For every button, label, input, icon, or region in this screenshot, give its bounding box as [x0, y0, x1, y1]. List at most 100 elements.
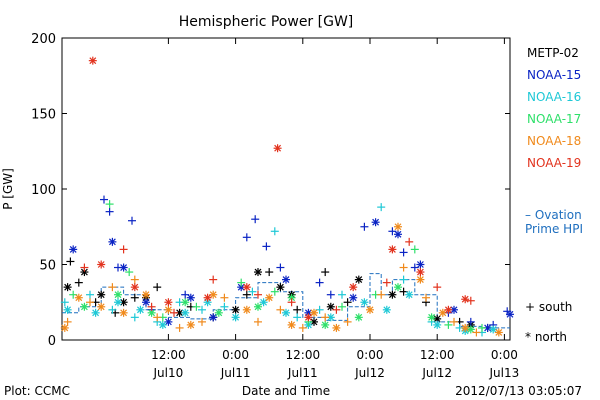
y-tick-label: 100: [31, 183, 56, 198]
plot-frame: [61, 37, 511, 341]
series-legend: METP-02 NOAA-15 NOAA-16 NOAA-17 NOAA-18 NOAA-…: [527, 46, 581, 170]
point-south: [332, 305, 341, 314]
point-south: [74, 278, 83, 287]
y-tick-label: 50: [39, 259, 56, 274]
footer-timestamp: 2012/07/13 03:05:07: [455, 384, 582, 398]
symbol-legend-entry: + south: [525, 300, 572, 314]
point-north: [119, 308, 128, 317]
point-north: [69, 245, 78, 254]
point-south: [377, 203, 386, 212]
legend-entry: NOAA-15: [527, 68, 581, 82]
point-south: [399, 263, 408, 272]
point-south: [100, 195, 108, 204]
point-north: [273, 144, 282, 153]
point-north: [164, 298, 173, 307]
axis-ticks: 0 50 100 150 200 12:00 Jul10 0:00 Jul11 12:00 Jul1…: [31, 32, 519, 380]
point-north: [108, 237, 117, 246]
point-north: [450, 305, 458, 314]
point-north: [276, 283, 285, 292]
point-north: [332, 323, 341, 332]
point-south: [242, 233, 251, 242]
point-north: [114, 290, 122, 299]
point-north: [63, 283, 72, 292]
point-south: [276, 263, 285, 272]
point-south: [410, 245, 419, 254]
point-south: [60, 298, 69, 307]
point-south: [315, 278, 324, 287]
point-north: [186, 320, 195, 329]
point-north: [326, 302, 335, 311]
point-north: [181, 308, 190, 317]
point-north: [282, 308, 290, 317]
point-north: [394, 222, 402, 231]
point-south: [326, 290, 335, 299]
point-north: [259, 298, 268, 307]
point-north: [119, 263, 128, 272]
point-south: [360, 222, 369, 231]
ovation-legend-text: – Ovation: [525, 208, 582, 222]
x-tick-sublabel: Jul11: [287, 366, 318, 380]
point-south: [175, 323, 184, 332]
point-south: [153, 313, 162, 322]
point-south: [192, 302, 201, 311]
point-north: [186, 293, 195, 302]
legend-entry: NOAA-17: [527, 112, 581, 126]
legend-entry: NOAA-16: [527, 90, 581, 104]
point-south: [399, 275, 408, 284]
point-north: [119, 298, 128, 307]
point-south: [293, 313, 302, 322]
point-south: [399, 248, 408, 257]
point-north: [416, 268, 425, 277]
point-north: [203, 293, 212, 302]
point-north: [209, 313, 218, 322]
x-tick-sublabel: Jul11: [220, 366, 251, 380]
point-south: [198, 317, 206, 326]
y-tick-label: 0: [48, 334, 56, 349]
point-north: [427, 313, 436, 322]
point-south: [198, 305, 206, 314]
point-north: [80, 268, 89, 277]
point-north: [63, 305, 72, 314]
point-south: [343, 298, 352, 307]
point-south: [287, 298, 296, 307]
point-north: [489, 325, 498, 334]
point-north: [282, 275, 290, 284]
y-axis-label: P [GW]: [1, 168, 15, 210]
point-south: [377, 290, 386, 299]
point-north: [231, 305, 240, 314]
chart-title: Hemispheric Power [GW]: [179, 14, 354, 30]
point-south: [66, 257, 75, 266]
point-north: [405, 290, 414, 299]
point-north: [371, 218, 380, 227]
point-south: [237, 278, 246, 287]
point-south: [338, 290, 346, 299]
x-tick-sublabel: Jul12: [354, 366, 385, 380]
legend-entry: NOAA-19: [527, 156, 581, 170]
point-north: [494, 328, 503, 337]
footer-credit: Plot: CCMC: [4, 384, 70, 398]
point-south: [321, 313, 330, 322]
point-south: [251, 215, 260, 224]
point-north: [321, 320, 330, 329]
x-tick-sublabel: Jul10: [153, 366, 184, 380]
point-north: [349, 293, 358, 302]
point-south: [130, 293, 139, 302]
point-north: [231, 313, 240, 322]
point-north: [74, 293, 83, 302]
point-south: [220, 302, 229, 311]
point-north: [287, 320, 296, 329]
x-tick-label: 12:00: [151, 348, 186, 362]
point-north: [242, 283, 251, 292]
point-south: [265, 268, 274, 277]
point-south: [338, 302, 346, 311]
point-south: [298, 323, 307, 332]
point-north: [360, 298, 369, 307]
point-south: [472, 328, 481, 337]
ovation-legend-text: Prime HPI: [525, 222, 583, 236]
point-south: [254, 317, 262, 326]
point-north: [88, 56, 97, 65]
point-north: [181, 298, 190, 307]
x-tick-label: 12:00: [420, 348, 455, 362]
